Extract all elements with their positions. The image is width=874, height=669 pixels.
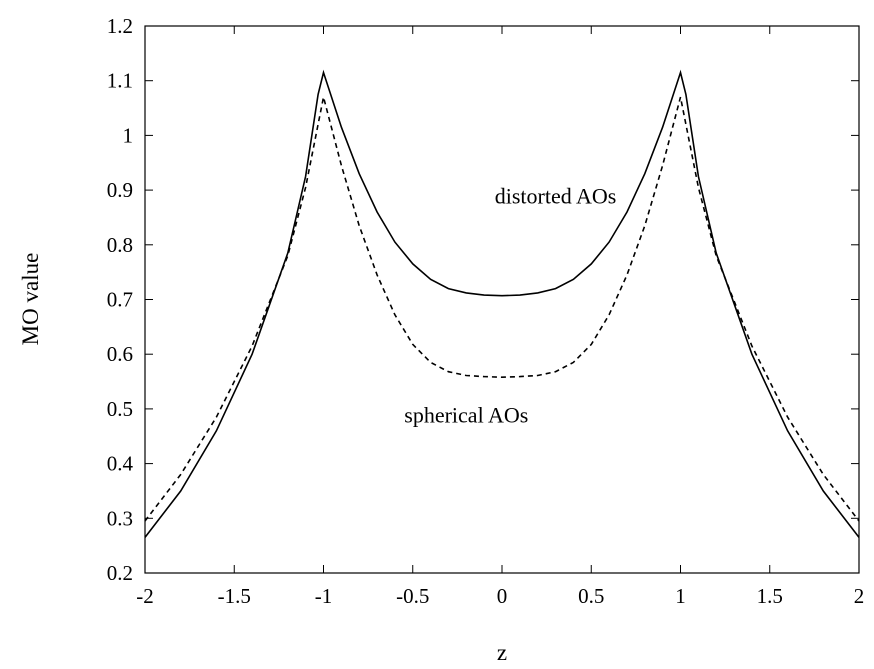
y-tick-label: 0.5 bbox=[107, 397, 133, 421]
annotations: distorted AOs spherical AOs bbox=[404, 184, 616, 428]
y-tick-label: 1.1 bbox=[107, 69, 133, 93]
y-tick-label: 0.9 bbox=[107, 178, 133, 202]
x-tick-label: 0.5 bbox=[578, 584, 604, 608]
x-tick-label: -1 bbox=[315, 584, 333, 608]
y-tick-label: 0.8 bbox=[107, 233, 133, 257]
y-tick-label: 1.2 bbox=[107, 14, 133, 38]
plot-frame bbox=[144, 25, 860, 574]
x-tick-label: -1.5 bbox=[218, 584, 251, 608]
y-tick-label: 0.6 bbox=[107, 342, 133, 366]
series-line-distorted-aos bbox=[144, 69, 860, 538]
x-tick-label: 2 bbox=[854, 584, 865, 608]
x-tick-label: 1 bbox=[675, 584, 686, 608]
y-tick-label: 0.7 bbox=[107, 288, 133, 312]
x-tick-labels: -2 -1.5 -1 -0.5 0 0.5 1 1.5 2 bbox=[136, 584, 864, 608]
y-axis-title: MO value bbox=[18, 253, 43, 346]
annotation-distorted-aos: distorted AOs bbox=[495, 184, 617, 209]
x-tick-label: -0.5 bbox=[396, 584, 429, 608]
x-tick-label: 1.5 bbox=[757, 584, 783, 608]
y-tick-label: 0.4 bbox=[107, 452, 134, 476]
y-tick-label: 0.2 bbox=[107, 561, 133, 585]
y-tick-label: 1 bbox=[123, 123, 134, 147]
y-tick-labels: 0.2 0.3 0.4 0.5 0.6 0.7 0.8 0.9 1 1.1 1.2 bbox=[107, 14, 134, 585]
x-axis-title: z bbox=[497, 640, 507, 665]
y-tick-label: 0.3 bbox=[107, 506, 133, 530]
annotation-spherical-aos: spherical AOs bbox=[404, 402, 528, 427]
axis-ticks bbox=[144, 25, 860, 574]
series-line-spherical-aos bbox=[144, 96, 860, 522]
x-tick-label: 0 bbox=[497, 584, 508, 608]
series-group bbox=[144, 69, 860, 538]
x-tick-label: -2 bbox=[136, 584, 154, 608]
